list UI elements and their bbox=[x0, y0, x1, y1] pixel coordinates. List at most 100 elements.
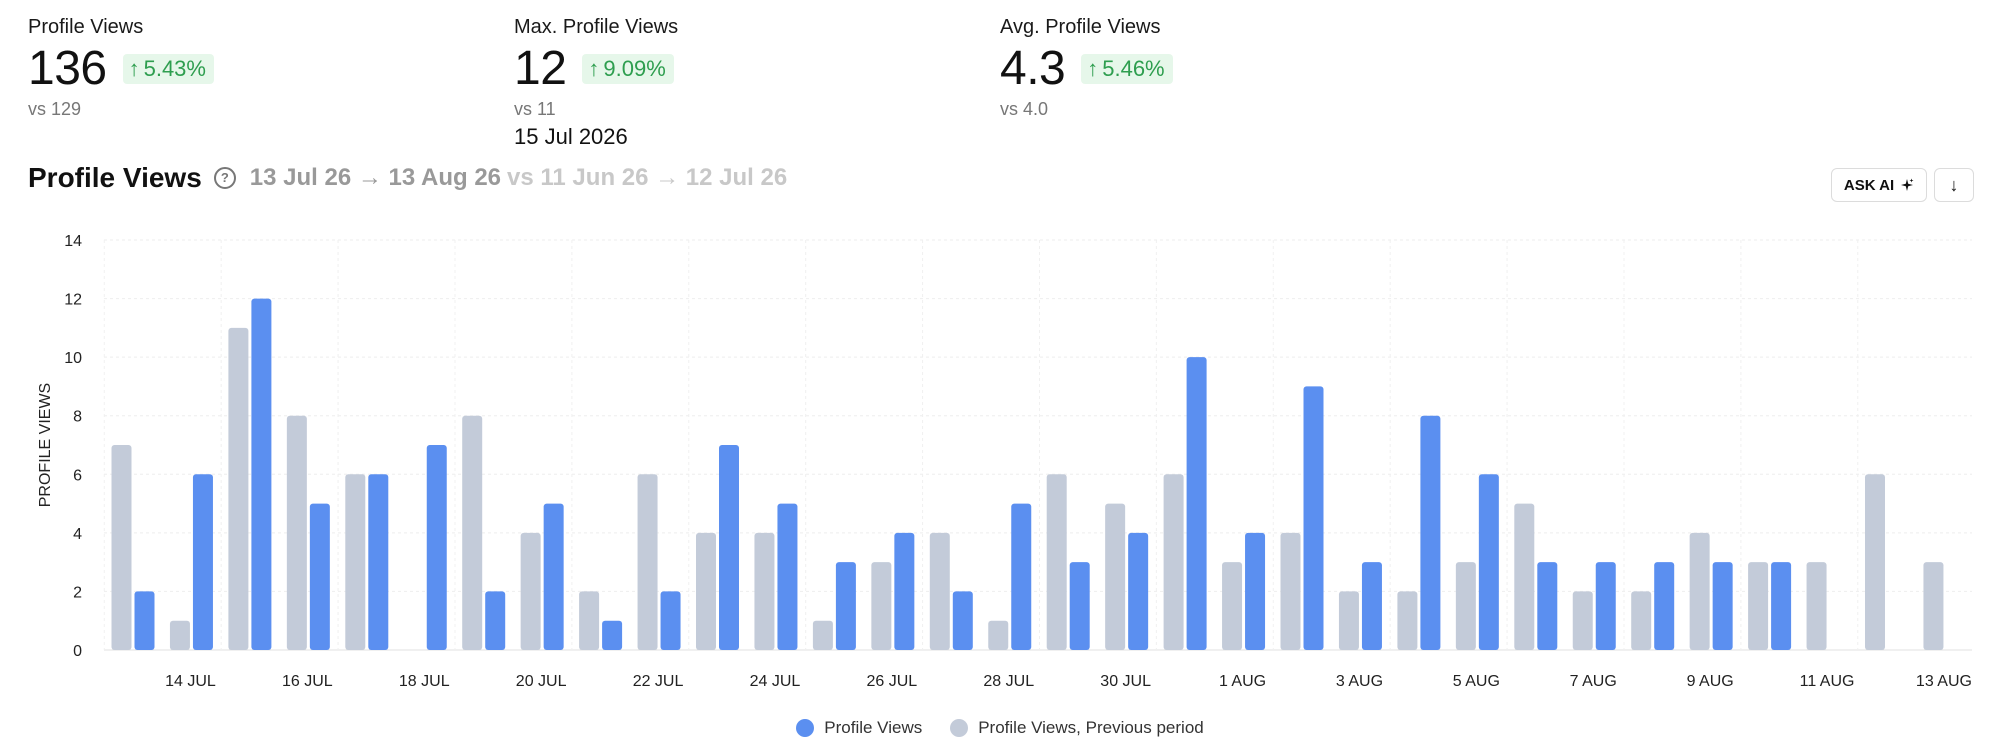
bar-profile-views bbox=[543, 503, 564, 650]
bar-previous-period bbox=[169, 620, 190, 650]
x-tick-label: 11 AUG bbox=[1800, 673, 1855, 690]
legend-swatch-previous bbox=[950, 719, 969, 737]
kpi-profile-views: Profile Views 136 ↑ 5.43% vs 129 bbox=[28, 16, 214, 120]
y-tick-label: 6 bbox=[73, 467, 82, 484]
kpi-value: 4.3 bbox=[1000, 42, 1066, 95]
x-tick-label: 20 JUL bbox=[516, 673, 567, 690]
date-range-previous[interactable]: vs 11 Jun 26 → 12 Jul 26 bbox=[507, 164, 788, 191]
x-tick-label: 13 AUG bbox=[1916, 673, 1972, 690]
bar-previous-period bbox=[1865, 474, 1885, 650]
bar-previous-period bbox=[1046, 474, 1067, 650]
bar-profile-views bbox=[1771, 562, 1792, 650]
bar-profile-views bbox=[660, 591, 681, 650]
kpi-comparison: vs 11 bbox=[514, 99, 556, 119]
bar-profile-views bbox=[1478, 474, 1499, 650]
bar-profile-views bbox=[777, 503, 798, 650]
bar-previous-period bbox=[1689, 532, 1710, 650]
bar-profile-views bbox=[192, 474, 213, 650]
bar-profile-views bbox=[251, 298, 272, 650]
y-tick-label: 8 bbox=[73, 409, 82, 426]
x-tick-label: 28 JUL bbox=[983, 673, 1034, 690]
kpi-value: 136 bbox=[28, 42, 107, 95]
bar-previous-period bbox=[286, 415, 307, 650]
download-button[interactable]: ↓ bbox=[1934, 168, 1974, 202]
bar-previous-period bbox=[1397, 591, 1418, 650]
bar-previous-period bbox=[637, 474, 658, 650]
bar-previous-period bbox=[1455, 562, 1476, 650]
bar-profile-views bbox=[368, 474, 389, 650]
bar-previous-period bbox=[1105, 503, 1126, 650]
bar-previous-period bbox=[812, 620, 833, 650]
legend-item-previous[interactable]: Profile Views, Previous period bbox=[950, 718, 1204, 738]
change-badge: ↑ 5.46% bbox=[1081, 54, 1173, 84]
y-tick-label: 10 bbox=[64, 350, 82, 367]
y-tick-label: 14 bbox=[64, 233, 82, 250]
bar-previous-period bbox=[871, 562, 892, 650]
bar-previous-period bbox=[1222, 562, 1243, 650]
bar-previous-period bbox=[754, 532, 775, 650]
legend-swatch-current bbox=[796, 719, 815, 737]
bar-profile-views bbox=[1712, 562, 1733, 650]
legend-label-current: Profile Views bbox=[824, 718, 923, 737]
y-tick-label: 4 bbox=[73, 526, 82, 543]
bar-profile-views bbox=[1420, 415, 1441, 650]
bar-profile-views bbox=[1595, 562, 1616, 650]
profile-views-chart: 0 2 4 6 8 10 12 14 14 JUL 16 JUL 18 JUL 20 JUL 22 J… bbox=[37, 233, 1972, 690]
bar-previous-period bbox=[1514, 503, 1535, 650]
sparkle-icon bbox=[1901, 178, 1914, 191]
arrow-up-icon: ↑ bbox=[588, 56, 600, 81]
bar-profile-views bbox=[309, 503, 330, 650]
bar-profile-views bbox=[1303, 386, 1324, 650]
x-tick-label: 1 AUG bbox=[1219, 673, 1266, 690]
arrow-up-icon: ↑ bbox=[128, 56, 140, 81]
bar-profile-views bbox=[1654, 562, 1675, 650]
bar-profile-views bbox=[1245, 532, 1266, 650]
bar-profile-views bbox=[134, 591, 155, 650]
bar-profile-views bbox=[1361, 562, 1382, 650]
date-range-current[interactable]: 13 Jul 26 → 13 Aug 26 bbox=[249, 164, 502, 191]
change-badge: ↑ 5.43% bbox=[122, 54, 214, 84]
x-tick-label: 14 JUL bbox=[165, 673, 216, 690]
y-tick-label: 12 bbox=[64, 292, 82, 309]
bar-profile-views bbox=[1537, 562, 1558, 650]
bar-profile-views bbox=[894, 532, 915, 650]
bar-previous-period bbox=[1163, 474, 1184, 650]
kpi-comparison: vs 4.0 bbox=[1000, 99, 1049, 119]
kpi-max-profile-views: Max. Profile Views 12 ↑ 9.09% vs 11 15 J… bbox=[514, 16, 678, 150]
bar-previous-period bbox=[579, 591, 600, 650]
y-axis: 0 2 4 6 8 10 12 14 bbox=[64, 233, 82, 660]
bar-profile-views bbox=[835, 562, 856, 650]
ask-ai-button[interactable]: ASK AI bbox=[1831, 168, 1927, 202]
bar-previous-period bbox=[228, 327, 249, 650]
bar-previous-period bbox=[988, 620, 1009, 650]
x-tick-label: 26 JUL bbox=[866, 673, 917, 690]
kpi-label: Max. Profile Views bbox=[514, 16, 679, 38]
kpi-avg-profile-views: Avg. Profile Views 4.3 ↑ 5.46% vs 4.0 bbox=[1000, 16, 1173, 120]
bar-previous-period bbox=[1923, 562, 1944, 650]
x-axis: 14 JUL 16 JUL 18 JUL 20 JUL 22 JUL 24 JUL 26 J… bbox=[165, 673, 1972, 690]
x-tick-label: 24 JUL bbox=[750, 673, 801, 690]
chart-header: Profile Views ? 13 Jul 26 → 13 Aug 26 vs… bbox=[28, 162, 787, 194]
bar-profile-views bbox=[1186, 357, 1207, 650]
kpi-value: 12 bbox=[514, 42, 567, 95]
chart-legend: Profile Views Profile Views, Previous pe… bbox=[0, 718, 2000, 738]
help-icon[interactable]: ? bbox=[213, 167, 236, 189]
download-icon: ↓ bbox=[1949, 174, 1959, 195]
x-tick-label: 5 AUG bbox=[1453, 673, 1500, 690]
bar-previous-period bbox=[345, 474, 366, 650]
bar-previous-period bbox=[1338, 591, 1359, 650]
arrow-up-icon: ↑ bbox=[1087, 56, 1099, 81]
chart-title: Profile Views bbox=[28, 162, 202, 193]
bar-previous-period bbox=[520, 532, 541, 650]
x-tick-label: 30 JUL bbox=[1100, 673, 1151, 690]
bar-profile-views bbox=[1128, 532, 1149, 650]
bar-previous-period bbox=[111, 445, 132, 650]
bar-profile-views bbox=[1069, 562, 1090, 650]
bar-previous-period bbox=[1280, 532, 1301, 650]
change-value: 9.09% bbox=[603, 56, 666, 81]
kpi-comparison: vs 129 bbox=[28, 99, 82, 119]
x-tick-label: 9 AUG bbox=[1687, 673, 1734, 690]
bar-previous-period bbox=[929, 532, 950, 650]
bar-previous-period bbox=[1631, 591, 1652, 650]
legend-item-current[interactable]: Profile Views bbox=[796, 718, 922, 738]
